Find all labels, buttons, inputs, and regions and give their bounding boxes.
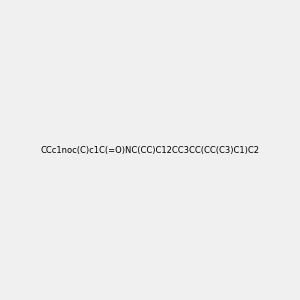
Text: CCc1noc(C)c1C(=O)NC(CC)C12CC3CC(CC(C3)C1)C2: CCc1noc(C)c1C(=O)NC(CC)C12CC3CC(CC(C3)C1…: [40, 146, 260, 154]
